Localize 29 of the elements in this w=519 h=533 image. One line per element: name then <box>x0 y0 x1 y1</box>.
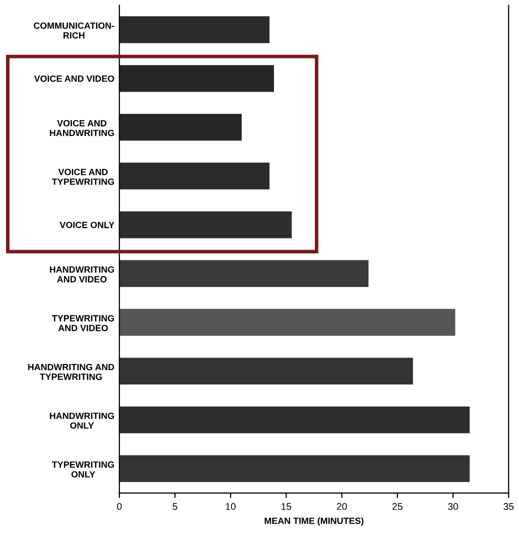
bar <box>119 406 470 434</box>
x-tick-label: 15 <box>282 503 292 510</box>
y-tick-label: HANDWRITING ONLY <box>50 412 114 429</box>
x-tick-label: 5 <box>172 503 178 510</box>
bar <box>119 65 274 92</box>
x-tick-label: 10 <box>226 503 236 510</box>
bar <box>119 162 270 190</box>
bar <box>119 16 270 44</box>
y-tick-label: VOICE AND TYPEWRITING <box>52 168 114 185</box>
y-tick-label: HANDWRITING AND VIDEO <box>50 266 114 282</box>
y-tick-label: HANDWRITING AND TYPEWRITING <box>28 364 114 380</box>
bar <box>119 455 470 482</box>
y-tick-label: VOICE ONLY <box>60 222 114 228</box>
x-tick-label: 35 <box>504 503 514 510</box>
x-tick-label: 0 <box>117 503 122 510</box>
y-tick-label: COMMUNICATION- RICH <box>34 22 114 39</box>
bar <box>119 358 413 385</box>
bar <box>119 308 456 336</box>
x-tick-label: 25 <box>392 503 402 510</box>
x-tick-label: 20 <box>336 503 347 510</box>
bar <box>119 211 292 238</box>
y-tick-label: TYPEWRITING AND VIDEO <box>52 315 114 332</box>
y-tick-label: VOICE AND HANDWRITING <box>50 120 114 136</box>
x-axis-title: MEAN TIME (MINUTES) <box>264 517 364 526</box>
y-tick-label: VOICE AND VIDEO <box>34 75 114 82</box>
y-tick-label: TYPEWRITING ONLY <box>52 461 114 478</box>
x-tick-label: 30 <box>448 503 458 510</box>
bar <box>119 260 368 287</box>
bar <box>119 114 242 141</box>
